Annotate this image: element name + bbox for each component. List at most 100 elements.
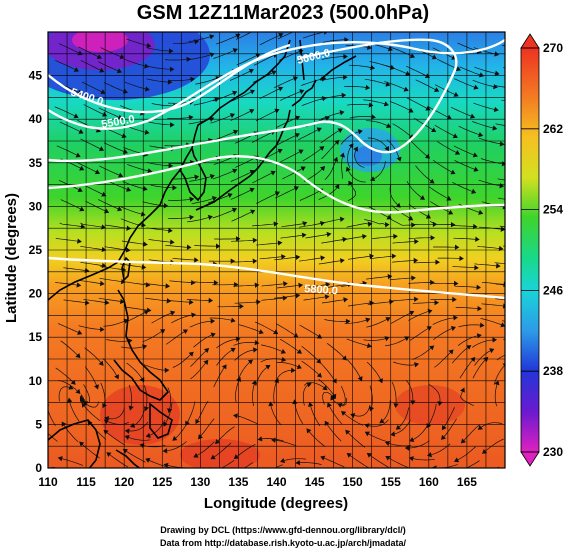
- streamline-arrow: [252, 347, 258, 353]
- streamline: [322, 39, 349, 43]
- streamline: [76, 161, 100, 174]
- streamline: [186, 299, 213, 301]
- streamline: [276, 284, 303, 289]
- streamline-arrow: [460, 387, 465, 393]
- streamline: [148, 65, 174, 70]
- streamline: [252, 171, 276, 184]
- streamline-arrow: [194, 174, 200, 180]
- streamline: [392, 298, 418, 302]
- streamline: [216, 347, 236, 366]
- streamline-arrow: [295, 293, 301, 299]
- streamline: [452, 181, 476, 194]
- streamline-arrow: [306, 428, 312, 434]
- streamline-arrow: [96, 54, 102, 60]
- streamline-arrow: [278, 32, 284, 38]
- streamline: [472, 79, 498, 88]
- streamline-arrow: [500, 322, 505, 328]
- streamline: [97, 61, 122, 73]
- streamline: [106, 180, 131, 191]
- streamline: [258, 438, 284, 442]
- streamline: [194, 245, 220, 247]
- streamline-arrow: [68, 384, 74, 390]
- streamline: [143, 385, 148, 411]
- streamline-arrow: [100, 89, 106, 95]
- streamline-arrow: [409, 437, 415, 443]
- streamline: [478, 179, 504, 187]
- streamline-arrow: [296, 348, 302, 354]
- streamline: [167, 387, 172, 413]
- streamline: [230, 170, 255, 182]
- streamline-arrow: [257, 436, 263, 442]
- streamline-arrow: [188, 351, 194, 357]
- streamline: [123, 449, 146, 463]
- lat-lon-grid: [48, 32, 505, 468]
- streamline-arrow: [454, 149, 461, 155]
- streamline: [167, 299, 194, 303]
- streamline: [280, 90, 304, 101]
- streamline: [126, 38, 151, 47]
- x-tick-label: 145: [305, 475, 325, 489]
- streamline: [304, 283, 330, 289]
- streamline-arrow: [459, 255, 464, 262]
- streamline-arrow: [316, 372, 322, 378]
- streamline-arrow: [302, 221, 308, 227]
- streamline-arrow: [295, 115, 301, 121]
- streamline-arrow: [235, 236, 241, 242]
- streamline-arrow: [189, 196, 195, 202]
- streamline: [348, 302, 374, 307]
- streamline-arrow: [473, 223, 478, 230]
- streamline: [494, 262, 505, 265]
- streamline: [254, 321, 278, 335]
- streamline: [318, 259, 345, 265]
- streamline: [100, 382, 106, 408]
- streamline-arrow: [441, 434, 447, 440]
- streamline-arrow: [478, 72, 485, 78]
- streamline-arrow: [299, 89, 305, 95]
- streamline: [146, 162, 173, 167]
- streamline-arrow: [164, 367, 170, 373]
- streamline-arrow: [104, 208, 110, 214]
- streamline: [147, 47, 173, 52]
- streamline: [346, 453, 369, 468]
- streamline: [85, 366, 99, 389]
- streamline: [408, 203, 431, 219]
- streamline-arrow: [260, 473, 264, 477]
- x-tick-label: 125: [152, 475, 172, 489]
- streamline-arrow: [232, 48, 238, 54]
- streamline-arrow: [142, 186, 148, 192]
- streamline: [120, 218, 146, 226]
- streamline-arrow: [435, 259, 440, 265]
- streamline: [124, 81, 150, 91]
- streamline-arrow: [295, 459, 301, 466]
- streamline-arrow: [472, 152, 478, 158]
- streamline: [282, 166, 306, 180]
- streamline: [280, 149, 304, 163]
- streamline: [243, 462, 254, 468]
- streamline-arrow: [211, 196, 217, 202]
- streamline: [230, 109, 254, 121]
- streamline: [80, 60, 104, 73]
- streamline-arrow: [145, 432, 151, 438]
- streamline: [346, 167, 366, 183]
- streamline-arrow: [77, 187, 83, 192]
- streamline: [123, 58, 149, 68]
- streamline-arrow: [119, 54, 125, 60]
- streamline: [426, 403, 437, 428]
- streamline-arrow: [99, 67, 105, 73]
- streamline: [392, 241, 419, 244]
- streamline: [299, 257, 325, 262]
- streamline-arrow: [186, 469, 190, 473]
- streamline: [390, 46, 415, 58]
- streamline: [259, 255, 286, 260]
- streamline: [60, 199, 84, 211]
- streamline: [198, 418, 215, 440]
- streamline: [188, 35, 214, 42]
- streamline: [497, 178, 505, 181]
- streamline: [303, 296, 329, 301]
- streamline: [390, 218, 416, 226]
- streamline-arrow: [325, 282, 331, 288]
- streamline: [480, 317, 505, 327]
- streamline: [391, 205, 413, 221]
- streamline-arrow: [268, 401, 274, 407]
- streamline: [367, 453, 389, 468]
